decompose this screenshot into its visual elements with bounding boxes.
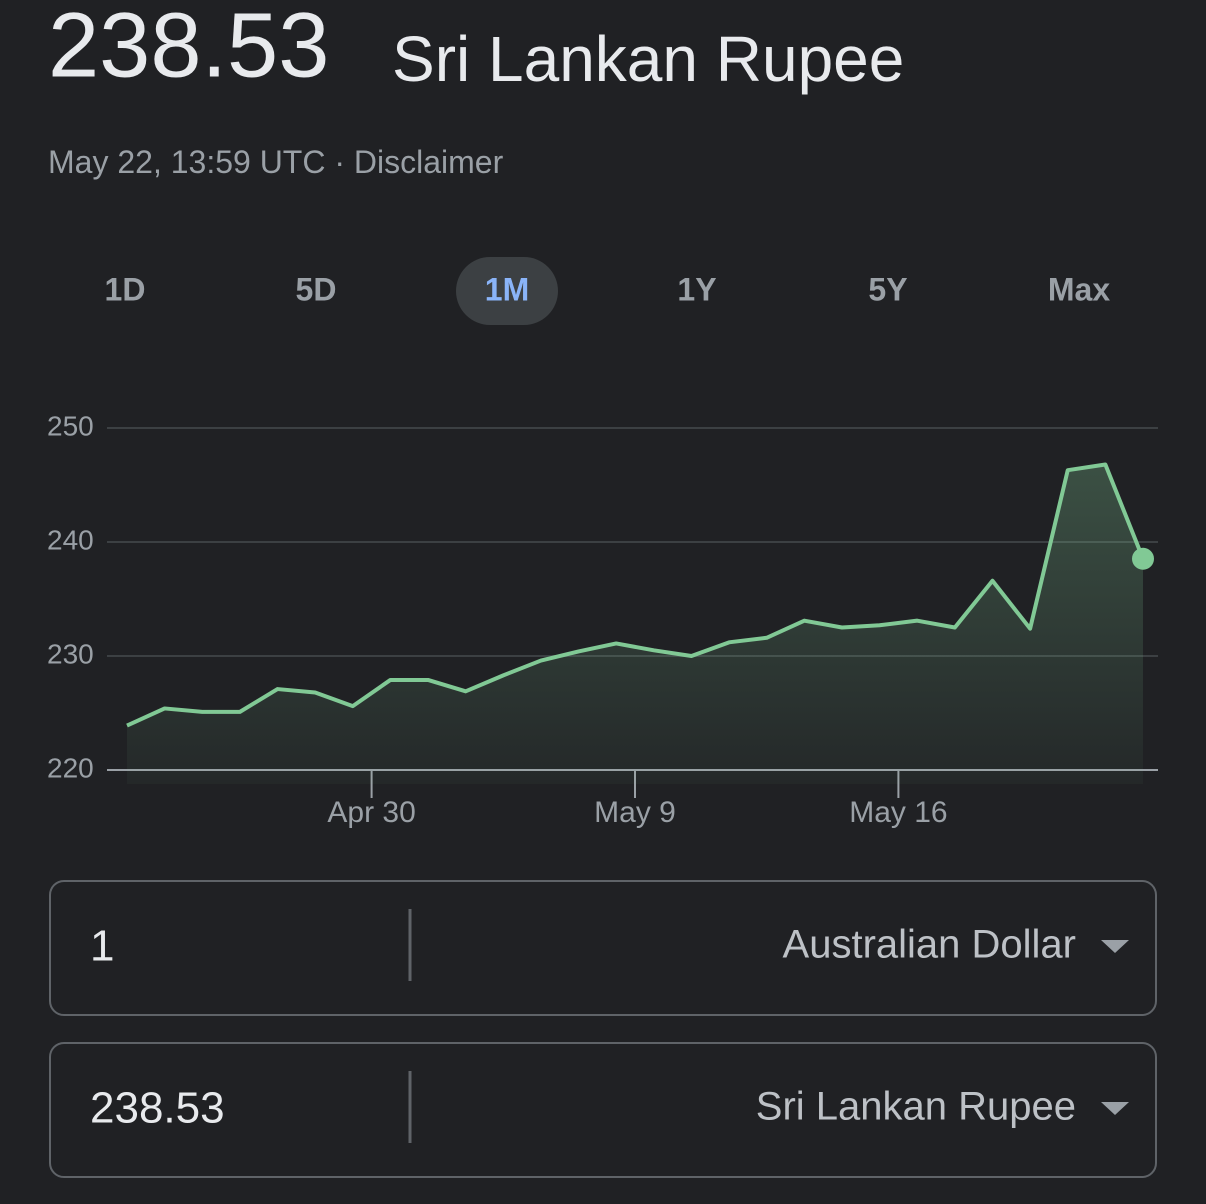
currency-name: Sri Lankan Rupee — [392, 23, 904, 95]
x-tick-label: Apr 30 — [327, 796, 415, 829]
range-tab[interactable]: 1M — [485, 271, 529, 307]
y-tick-label: 250 — [47, 410, 94, 441]
last-point — [1132, 547, 1154, 570]
converter-box[interactable] — [49, 1042, 1157, 1178]
timestamp: May 22, 13:59 UTC · Disclaimer — [48, 144, 504, 180]
range-tab[interactable]: 1D — [105, 271, 146, 307]
y-tick-label: 230 — [47, 638, 94, 669]
y-tick-label: 220 — [47, 752, 94, 783]
y-tick-label: 240 — [47, 524, 94, 555]
range-tabs: 1D 5D 1M 1Y 5Y Max — [105, 257, 1110, 325]
range-tab[interactable]: 5D — [296, 271, 337, 307]
time: May 22, 13:59 UTC — [48, 144, 325, 180]
converter-box[interactable] — [49, 880, 1157, 1016]
rate: 238.53 — [48, 0, 329, 96]
area — [127, 464, 1143, 784]
line — [126, 462, 1145, 728]
chart: 220 230 240 250 Apr 30 May 9 May 16 — [47, 410, 1158, 829]
dropdown-arrow — [1101, 1102, 1129, 1115]
x-tick-label: May 9 — [594, 796, 676, 829]
range-tab[interactable]: Max — [1048, 271, 1110, 307]
amount-input[interactable]: 1 — [90, 922, 114, 971]
amount-input[interactable]: 238.53 — [90, 1084, 225, 1133]
disclaimer-link[interactable]: Disclaimer — [354, 144, 504, 180]
currency-select[interactable]: Australian Dollar — [783, 923, 1076, 967]
dropdown-arrow — [1101, 940, 1129, 953]
range-tab[interactable]: 1Y — [677, 271, 716, 307]
currency-select[interactable]: Sri Lankan Rupee — [756, 1085, 1076, 1129]
separator: · — [334, 144, 345, 180]
x-tick-label: May 16 — [849, 796, 947, 829]
active-tab-pill — [456, 257, 558, 325]
range-tab[interactable]: 5Y — [868, 271, 907, 307]
converter: 1 Australian Dollar 238.53 Sri Lankan Rupee — [49, 880, 1157, 1178]
